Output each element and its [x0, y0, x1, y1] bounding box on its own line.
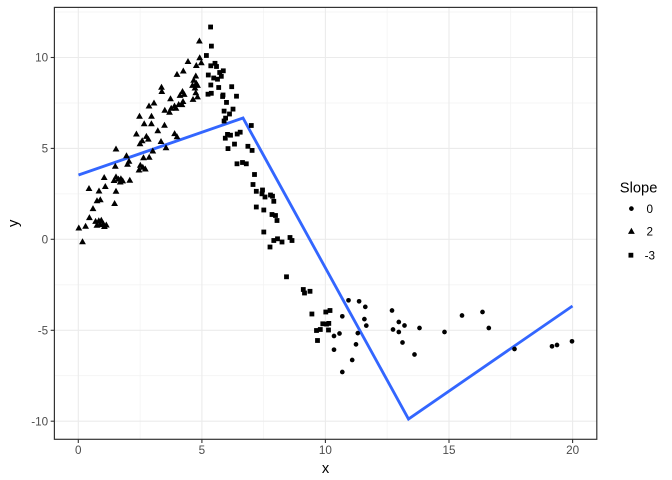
svg-text:0: 0 — [647, 203, 654, 216]
svg-text:20: 20 — [566, 444, 580, 457]
svg-text:-3: -3 — [645, 249, 655, 262]
svg-text:Slope: Slope — [620, 181, 658, 197]
svg-text:y: y — [6, 219, 22, 227]
svg-text:x: x — [322, 461, 330, 477]
svg-text:10: 10 — [319, 444, 333, 457]
svg-text:-5: -5 — [38, 325, 49, 338]
svg-text:5: 5 — [42, 143, 49, 156]
svg-text:10: 10 — [35, 52, 49, 65]
svg-text:15: 15 — [442, 444, 456, 457]
svg-text:2: 2 — [647, 225, 654, 238]
svg-text:0: 0 — [75, 444, 82, 457]
svg-text:-10: -10 — [31, 415, 48, 428]
svg-text:5: 5 — [199, 444, 206, 457]
svg-text:0: 0 — [42, 234, 49, 247]
